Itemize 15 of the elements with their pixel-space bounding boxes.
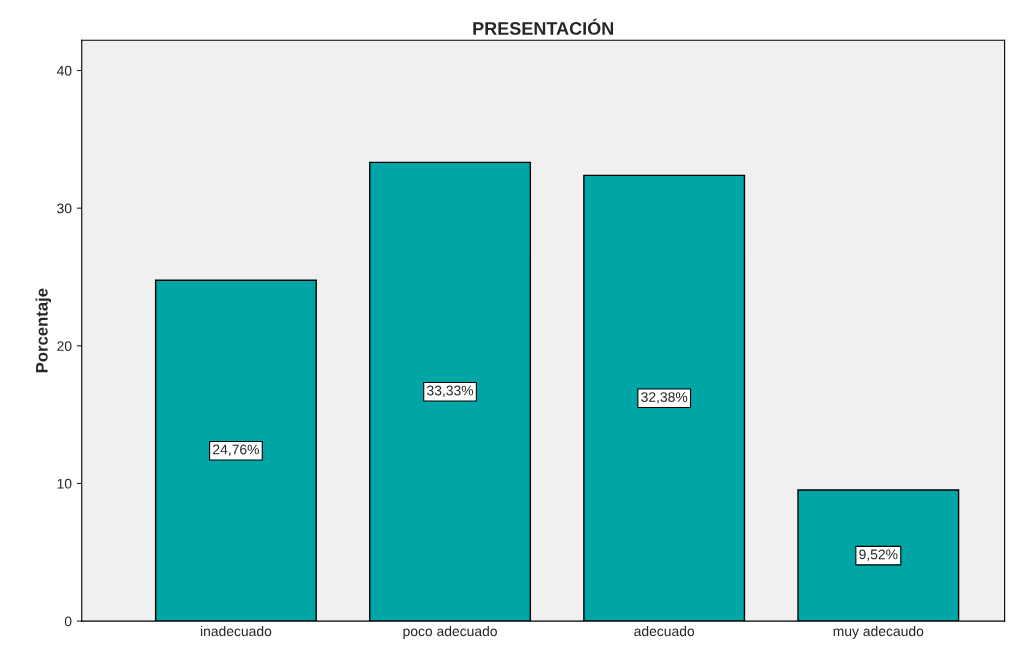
y-tick-label: 30 [57,203,72,214]
x-tick-label: poco adecuado [403,625,497,639]
y-tick-label: 10 [57,478,72,489]
y-tick-label: 40 [56,65,72,76]
x-tick-label: muy adecaudo [833,625,924,639]
chart-title: PRESENTACIÓN [473,18,614,35]
y-axis-title: Porcentaje [35,288,52,373]
y-tick-label: 0 [64,616,72,627]
y-tick-label: 20 [57,341,72,351]
data-label: 33,33% [427,385,474,398]
data-label: 9,52% [859,549,898,561]
data-label: 24,76% [213,444,259,457]
data-label: 32,38% [641,392,688,404]
x-tick-label: inadecuado [200,625,272,637]
x-tick-label: adecuado [634,625,695,637]
